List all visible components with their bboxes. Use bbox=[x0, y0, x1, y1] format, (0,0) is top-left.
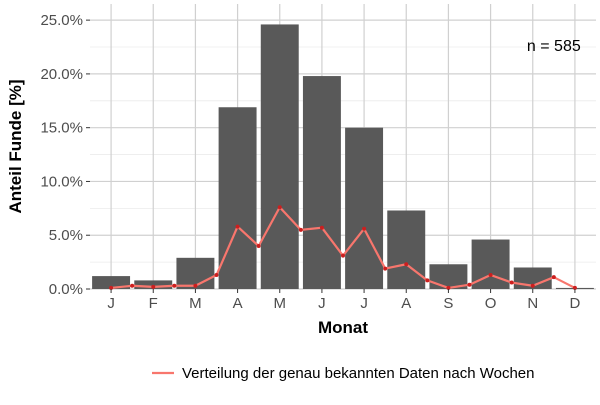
bar bbox=[387, 210, 426, 289]
weekly-series bbox=[109, 205, 577, 290]
bar bbox=[218, 107, 257, 289]
x-tick-label: J bbox=[360, 295, 368, 312]
series-point bbox=[446, 285, 451, 290]
series-point bbox=[488, 273, 493, 278]
x-tick-label: M bbox=[274, 295, 287, 312]
sample-size-annotation: n = 585 bbox=[527, 38, 581, 55]
series-point bbox=[214, 273, 219, 278]
legend-label: Verteilung der genau bekannten Daten nac… bbox=[182, 365, 535, 382]
series-point bbox=[172, 283, 177, 288]
y-tick-label: 5.0% bbox=[49, 227, 83, 244]
series-point bbox=[256, 243, 261, 248]
series-point bbox=[130, 283, 135, 288]
x-tick-label: O bbox=[485, 295, 497, 312]
series-point bbox=[298, 227, 303, 232]
y-tick-label: 25.0% bbox=[40, 12, 83, 29]
x-tick-label: M bbox=[189, 295, 202, 312]
x-tick-label: A bbox=[401, 295, 411, 312]
series-point bbox=[509, 280, 514, 285]
x-tick-label: D bbox=[569, 295, 580, 312]
plot-panel bbox=[90, 4, 596, 289]
x-tick-label: S bbox=[443, 295, 453, 312]
series-point bbox=[572, 285, 577, 290]
series-point bbox=[109, 285, 114, 290]
series-point bbox=[151, 284, 156, 289]
series-point bbox=[193, 283, 198, 288]
x-tick-label: F bbox=[149, 295, 158, 312]
x-tick-label: A bbox=[233, 295, 243, 312]
series-point bbox=[530, 283, 535, 288]
series-point bbox=[362, 226, 367, 231]
series-point bbox=[383, 266, 388, 271]
y-axis: 0.0% 5.0% 10.0% 15.0% 20.0% 25.0% bbox=[40, 12, 90, 298]
series-point bbox=[404, 262, 409, 267]
bar bbox=[92, 276, 131, 289]
x-tick-label: J bbox=[318, 295, 326, 312]
series-point bbox=[235, 224, 240, 229]
series-point bbox=[341, 253, 345, 258]
bar bbox=[134, 280, 173, 289]
y-tick-label: 0.0% bbox=[49, 281, 83, 298]
bars bbox=[92, 24, 594, 290]
x-tick-label: J bbox=[107, 295, 115, 312]
x-axis-title: Monat bbox=[318, 318, 368, 337]
series-point bbox=[467, 282, 472, 287]
y-tick-label: 10.0% bbox=[40, 173, 83, 190]
legend: Verteilung der genau bekannten Daten nac… bbox=[152, 365, 535, 382]
bar bbox=[260, 24, 299, 290]
y-axis-title: Anteil Funde [%] bbox=[6, 79, 25, 213]
y-tick-label: 15.0% bbox=[40, 120, 83, 137]
series-point bbox=[319, 225, 324, 230]
bar bbox=[302, 76, 341, 289]
bar bbox=[345, 127, 384, 289]
series-point bbox=[277, 205, 282, 210]
series-point bbox=[551, 275, 556, 280]
x-tick-label: N bbox=[527, 295, 538, 312]
y-tick-label: 20.0% bbox=[40, 66, 83, 83]
series-point bbox=[425, 278, 430, 283]
